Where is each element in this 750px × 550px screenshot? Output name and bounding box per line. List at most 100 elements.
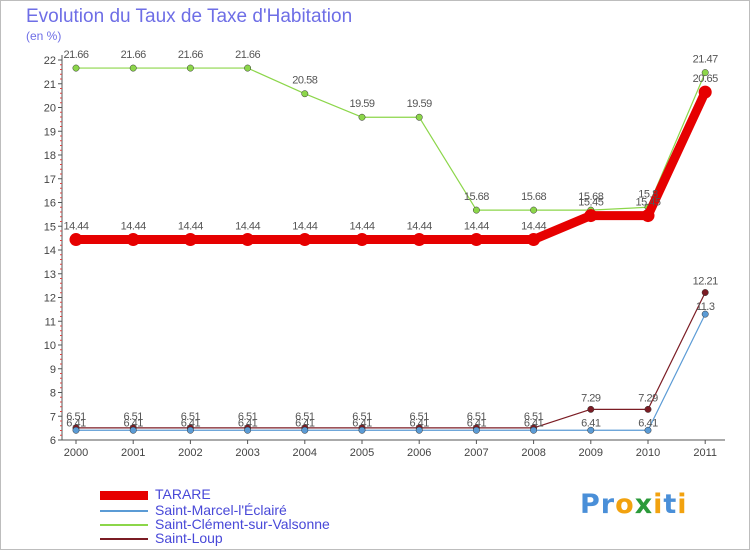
data-point-1	[358, 426, 366, 434]
data-label-3: 6.51	[467, 411, 487, 423]
x-tick-label: 2006	[407, 447, 431, 459]
data-point-2	[72, 64, 80, 72]
data-label-0: 14.44	[292, 221, 317, 233]
data-point-1	[186, 426, 194, 434]
logo-letter: r	[600, 489, 616, 520]
x-tick-label: 2004	[293, 447, 317, 459]
data-point-1	[72, 426, 80, 434]
data-point-2	[186, 64, 194, 72]
legend-swatch-tarare	[100, 491, 148, 500]
data-label-2: 20.58	[292, 75, 317, 87]
data-point-0	[469, 233, 483, 247]
data-point-0	[69, 233, 83, 247]
data-label-1: 6.41	[238, 417, 258, 429]
data-point-0	[412, 233, 426, 247]
data-label-1: 11.3	[696, 301, 715, 313]
data-point-0	[698, 85, 712, 99]
x-tick-label: 2011	[693, 447, 717, 459]
data-label-1: 6.41	[66, 417, 86, 429]
logo-letter: o	[615, 489, 635, 520]
data-label-0: 14.44	[63, 221, 88, 233]
x-tick-label: 2002	[178, 447, 202, 459]
legend-label: Saint-Marcel-l'Éclairé	[155, 502, 287, 518]
data-point-2	[358, 113, 366, 121]
data-label-0: 14.44	[407, 221, 432, 233]
data-label-2: 19.59	[407, 98, 432, 110]
y-tick-label: 20	[44, 103, 56, 115]
data-label-3: 6.51	[524, 411, 544, 423]
y-tick-label: 19	[44, 126, 56, 138]
y-tick-label: 13	[44, 269, 56, 281]
series-line-3	[76, 292, 706, 429]
data-point-2	[701, 69, 709, 77]
data-point-2	[129, 64, 137, 72]
data-label-2: 21.66	[121, 49, 146, 61]
x-tick-label: 2005	[350, 447, 374, 459]
data-label-1: 6.41	[467, 417, 487, 429]
data-label-0: 20.65	[693, 73, 718, 85]
y-tick-label: 10	[44, 340, 56, 352]
proxiti-logo: Proxiti	[580, 489, 688, 520]
data-label-3: 6.51	[66, 411, 86, 423]
data-label-1: 6.41	[123, 417, 143, 429]
series-line-2	[76, 67, 706, 211]
logo-letter: P	[580, 489, 601, 520]
logo-letter: i	[677, 489, 688, 520]
data-point-3	[644, 405, 652, 413]
data-label-0: 14.44	[121, 221, 146, 233]
data-point-1	[530, 426, 538, 434]
logo-letter: i	[653, 489, 664, 520]
data-point-1	[301, 426, 309, 434]
series-line-0	[76, 90, 710, 245]
data-label-1: 6.41	[581, 417, 601, 429]
data-point-0	[355, 233, 369, 247]
y-tick-label: 15	[44, 221, 56, 233]
data-label-2: 15.68	[521, 191, 546, 203]
y-tick-label: 12	[44, 293, 56, 305]
x-tick-label: 2009	[579, 447, 603, 459]
legend-item-saint-clement: Saint-Clément-sur-Valsonne	[100, 516, 460, 534]
data-point-1	[244, 426, 252, 434]
data-label-3: 12.21	[693, 276, 718, 288]
legend-label: Saint-Clément-sur-Valsonne	[155, 516, 330, 532]
data-label-1: 6.41	[524, 417, 544, 429]
data-label-1: 6.41	[352, 417, 372, 429]
data-point-2	[415, 113, 423, 121]
data-label-3: 6.51	[409, 411, 429, 423]
series-line-1	[76, 313, 706, 431]
legend-item-saint-marcel: Saint-Marcel-l'Éclairé	[100, 502, 460, 520]
data-point-0	[298, 233, 312, 247]
data-point-1	[472, 426, 480, 434]
y-tick-label: 16	[44, 198, 56, 210]
logo-letter: x	[634, 489, 654, 520]
y-tick-label: 17	[44, 174, 56, 186]
data-point-0	[183, 233, 197, 247]
legend-item-tarare: TARARE	[100, 486, 460, 504]
data-label-3: 6.51	[238, 411, 258, 423]
data-point-1	[701, 310, 709, 318]
data-label-0: 14.44	[464, 221, 489, 233]
data-label-3: 7.29	[638, 392, 658, 404]
data-point-1	[587, 426, 595, 434]
legend-label: Saint-Loup	[155, 530, 223, 546]
data-point-0	[241, 233, 255, 247]
x-tick-label: 2003	[235, 447, 259, 459]
data-label-2: 21.66	[235, 49, 260, 61]
data-point-2	[301, 90, 309, 98]
y-tick-label: 7	[50, 411, 56, 423]
chart-title: Evolution du Taux de Taxe d'Habitation	[26, 6, 353, 27]
data-label-0: 14.44	[235, 221, 260, 233]
legend-item-saint-loup: Saint-Loup	[100, 530, 460, 548]
data-point-0	[126, 233, 140, 247]
data-label-2: 15.68	[464, 191, 489, 203]
data-label-2: 19.59	[349, 98, 374, 110]
legend-swatch-saint-loup	[100, 538, 148, 540]
y-tick-label: 21	[44, 79, 56, 91]
y-axis-unit-label: (en %)	[26, 29, 62, 43]
data-point-1	[415, 426, 423, 434]
x-tick-label: 2010	[636, 447, 660, 459]
data-label-3: 6.51	[352, 411, 372, 423]
data-label-1: 6.41	[181, 417, 201, 429]
